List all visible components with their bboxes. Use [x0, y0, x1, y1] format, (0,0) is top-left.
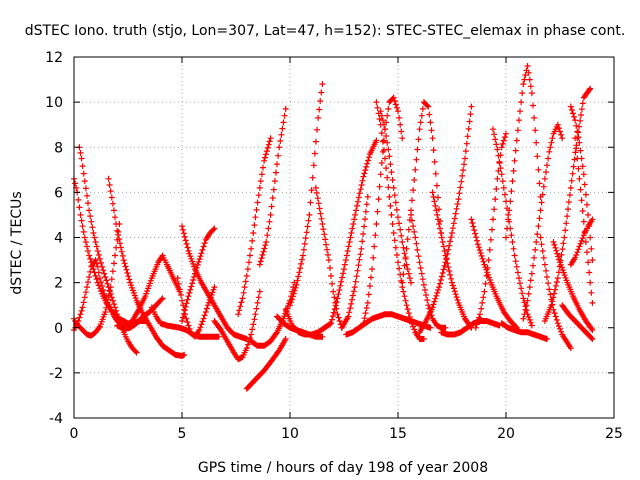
arc-markers	[429, 189, 475, 331]
y-tick-label: -4	[49, 411, 63, 427]
y-tick-label: -2	[49, 366, 63, 382]
data-arc	[399, 99, 445, 286]
data-arc	[520, 121, 566, 322]
y-tick-label: 2	[54, 276, 63, 292]
data-arc	[248, 279, 298, 349]
arc-markers	[377, 108, 414, 286]
x-axis-label: GPS time / hours of day 198 of year 2008	[198, 460, 488, 476]
data-arc	[550, 239, 596, 333]
data-arc	[429, 189, 475, 331]
y-axis-label: dSTEC / TECUs	[9, 191, 25, 294]
data-arc	[490, 126, 535, 329]
arc-markers	[243, 336, 289, 392]
data-arc	[498, 320, 550, 342]
x-tick-label: 0	[70, 426, 79, 442]
data-arc	[472, 130, 509, 331]
data-arc	[105, 175, 188, 359]
y-tick-label: 12	[45, 50, 63, 66]
data-arc	[377, 108, 414, 286]
y-tick-label: 0	[54, 321, 63, 337]
y-tick-label: 10	[45, 95, 63, 111]
data-arc	[541, 85, 594, 324]
data-arc	[338, 193, 371, 331]
arc-markers	[559, 302, 596, 342]
arc-markers	[520, 121, 566, 322]
data-arc	[256, 105, 289, 268]
arc-markers	[537, 234, 574, 352]
x-tick-label: 25	[605, 426, 623, 442]
arc-markers	[122, 252, 183, 331]
data-arc	[235, 135, 274, 318]
y-tick-label: 8	[54, 140, 63, 156]
arc-markers	[550, 239, 596, 333]
arc-markers	[179, 225, 218, 324]
arc-markers	[338, 193, 371, 331]
data-arc	[373, 99, 427, 342]
data-arc	[211, 288, 263, 363]
arc-markers	[399, 99, 445, 286]
axis-ticks: 0 5 10 15 20 25 -4 -2 0 2 4 6 8 10 12	[45, 50, 623, 442]
data-arc	[559, 302, 596, 342]
arc-markers	[567, 216, 596, 268]
data-arc	[282, 306, 334, 338]
y-tick-label: 6	[54, 185, 63, 201]
data-arc	[537, 234, 574, 352]
x-tick-label: 15	[389, 426, 407, 442]
arc-markers	[312, 184, 345, 331]
data-series	[71, 63, 596, 392]
data-arc	[567, 216, 596, 268]
data-arc	[416, 103, 475, 336]
x-tick-label: 10	[281, 426, 299, 442]
arc-markers	[256, 105, 289, 268]
arc-markers	[490, 126, 535, 329]
x-tick-label: 5	[178, 426, 187, 442]
grid-lines	[74, 57, 614, 418]
data-arc	[328, 137, 380, 327]
y-tick-label: 4	[54, 231, 63, 247]
data-arc	[122, 252, 183, 331]
data-arc	[312, 184, 345, 331]
arc-markers	[498, 320, 550, 342]
data-arc	[243, 336, 289, 392]
arc-markers	[248, 279, 298, 349]
data-arc	[567, 103, 596, 264]
arc-markers	[211, 288, 263, 363]
arc-markers	[235, 135, 274, 318]
arc-markers	[105, 175, 188, 359]
arc-markers	[282, 306, 334, 338]
arc-markers	[373, 99, 427, 342]
arc-markers	[328, 137, 380, 327]
arc-markers	[567, 103, 596, 264]
data-arc	[287, 81, 326, 309]
arc-markers	[472, 130, 509, 331]
arc-markers	[541, 85, 594, 324]
arc-markers	[287, 81, 326, 309]
arc-markers	[468, 216, 520, 331]
arc-markers	[416, 103, 475, 336]
data-arc	[503, 63, 544, 241]
data-arc	[179, 225, 218, 324]
arc-markers	[503, 63, 544, 241]
x-tick-label: 20	[497, 426, 515, 442]
data-arc	[468, 216, 520, 331]
chart-title: dSTEC Iono. truth (stjo, Lon=307, Lat=47…	[25, 23, 626, 39]
